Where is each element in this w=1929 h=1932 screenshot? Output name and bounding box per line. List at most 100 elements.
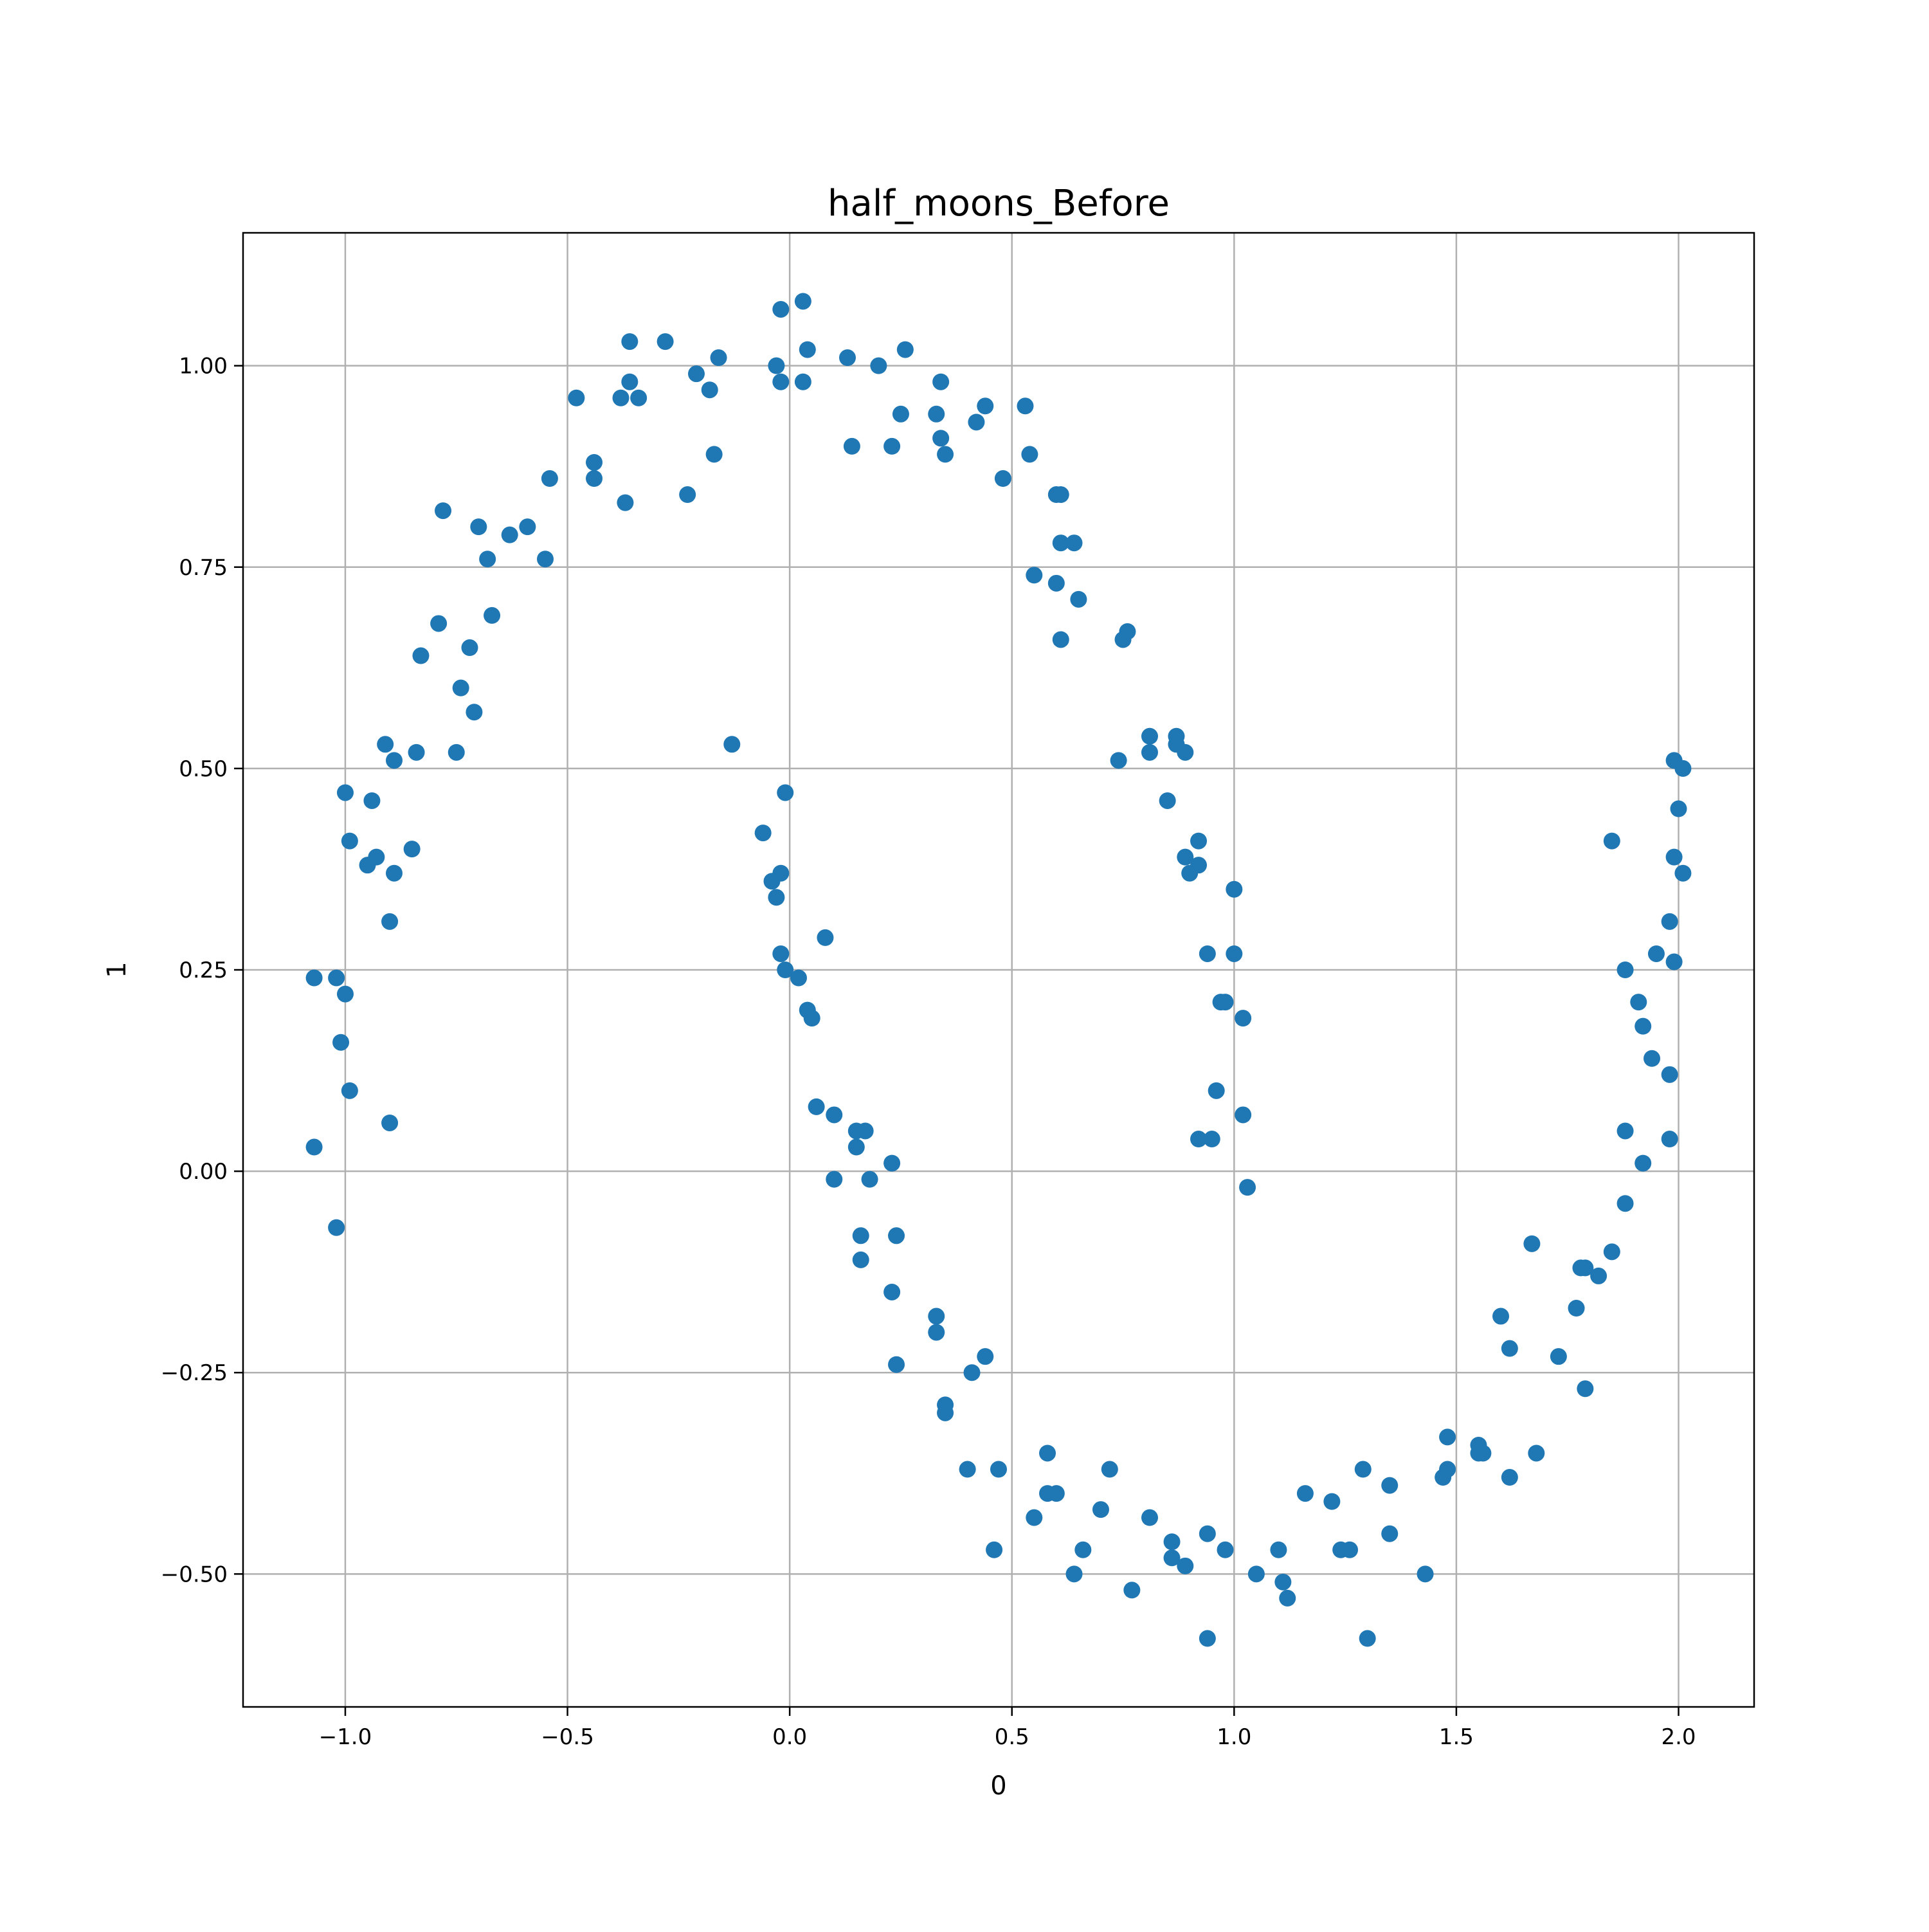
data-point bbox=[1047, 1485, 1065, 1502]
data-point bbox=[1114, 631, 1132, 648]
data-point bbox=[794, 373, 811, 390]
data-point bbox=[381, 913, 399, 930]
data-point bbox=[994, 470, 1011, 487]
data-point bbox=[1226, 945, 1243, 962]
data-point bbox=[328, 1219, 345, 1236]
data-point bbox=[1217, 1541, 1234, 1558]
data-point bbox=[1647, 945, 1665, 962]
data-point bbox=[412, 647, 430, 664]
data-point bbox=[990, 1461, 1007, 1478]
data-point bbox=[1296, 1485, 1314, 1502]
data-point bbox=[479, 551, 496, 568]
data-point bbox=[586, 470, 603, 487]
data-point bbox=[1617, 961, 1634, 978]
data-point bbox=[1074, 1541, 1092, 1558]
data-point bbox=[1439, 1461, 1456, 1478]
data-point bbox=[1665, 752, 1683, 769]
data-point bbox=[790, 969, 807, 987]
x-tick-label: 0.5 bbox=[995, 1724, 1029, 1750]
data-point bbox=[519, 518, 536, 536]
data-point bbox=[1528, 1444, 1545, 1462]
x-tick-label: 0.0 bbox=[772, 1724, 807, 1750]
data-point bbox=[1203, 1131, 1220, 1148]
data-point bbox=[1208, 1082, 1225, 1099]
data-point bbox=[826, 1106, 843, 1124]
data-point bbox=[1026, 1509, 1043, 1526]
data-point bbox=[1017, 397, 1034, 415]
data-point bbox=[1341, 1541, 1359, 1558]
data-point bbox=[932, 430, 950, 447]
data-point bbox=[986, 1541, 1003, 1558]
data-point bbox=[1235, 1010, 1252, 1027]
data-point bbox=[843, 437, 860, 455]
data-point bbox=[1274, 1573, 1292, 1590]
grid-lines bbox=[243, 233, 1754, 1707]
data-point bbox=[1141, 743, 1158, 761]
data-point bbox=[1052, 534, 1069, 552]
data-point bbox=[723, 736, 741, 753]
data-point bbox=[1279, 1589, 1296, 1607]
data-point bbox=[883, 1154, 901, 1172]
data-point bbox=[1226, 880, 1243, 898]
data-point bbox=[1052, 486, 1069, 504]
data-point bbox=[1661, 1066, 1678, 1083]
data-point bbox=[586, 453, 603, 471]
data-point bbox=[452, 679, 469, 697]
data-point bbox=[617, 494, 634, 511]
data-point bbox=[461, 639, 478, 657]
x-tick-label: −0.5 bbox=[541, 1724, 594, 1750]
data-point bbox=[852, 1227, 869, 1244]
data-point bbox=[1190, 832, 1208, 850]
data-point bbox=[977, 397, 994, 415]
data-point bbox=[1661, 913, 1678, 930]
y-tick-label: 0.50 bbox=[179, 756, 228, 782]
data-point bbox=[630, 389, 648, 406]
x-tick-label: 2.0 bbox=[1661, 1724, 1696, 1750]
data-point bbox=[1159, 792, 1176, 809]
x-axis-label: 0 bbox=[990, 1771, 1006, 1801]
data-point bbox=[1603, 832, 1620, 850]
data-point bbox=[688, 365, 705, 383]
data-point bbox=[1026, 567, 1043, 584]
y-axis-label: 1 bbox=[102, 961, 132, 978]
data-point bbox=[1635, 1017, 1652, 1035]
data-point bbox=[403, 841, 421, 858]
x-tick-label: 1.5 bbox=[1439, 1724, 1474, 1750]
data-point bbox=[466, 704, 483, 721]
data-point bbox=[1239, 1179, 1256, 1196]
data-point bbox=[1439, 1428, 1456, 1446]
y-tick-label: −0.50 bbox=[161, 1562, 228, 1587]
data-point bbox=[657, 333, 674, 351]
data-point bbox=[1550, 1348, 1567, 1365]
data-point bbox=[408, 743, 425, 761]
data-point bbox=[977, 1348, 994, 1365]
data-point bbox=[803, 1010, 820, 1027]
data-point bbox=[1199, 945, 1216, 962]
data-point bbox=[763, 873, 781, 890]
data-point bbox=[336, 985, 354, 1003]
y-tick-label: −0.25 bbox=[161, 1360, 228, 1386]
y-tick-label: 0.00 bbox=[179, 1159, 228, 1185]
data-point bbox=[1101, 1461, 1118, 1478]
data-point bbox=[1181, 864, 1199, 882]
data-point bbox=[1270, 1541, 1287, 1558]
data-point bbox=[537, 551, 554, 568]
data-point bbox=[772, 945, 790, 962]
data-point bbox=[892, 405, 909, 423]
data-point bbox=[501, 526, 518, 543]
x-tick-label: 1.0 bbox=[1217, 1724, 1251, 1750]
data-point bbox=[568, 389, 585, 406]
data-point bbox=[799, 341, 816, 358]
data-point bbox=[1070, 590, 1087, 608]
data-point bbox=[883, 1283, 901, 1300]
data-point bbox=[359, 857, 376, 874]
data-point bbox=[754, 825, 772, 842]
data-point bbox=[1568, 1300, 1585, 1317]
data-point bbox=[1523, 1235, 1541, 1252]
data-point bbox=[305, 969, 323, 987]
data-point bbox=[470, 518, 487, 536]
data-point bbox=[679, 486, 696, 504]
data-point bbox=[777, 961, 794, 978]
data-point bbox=[1670, 800, 1687, 817]
